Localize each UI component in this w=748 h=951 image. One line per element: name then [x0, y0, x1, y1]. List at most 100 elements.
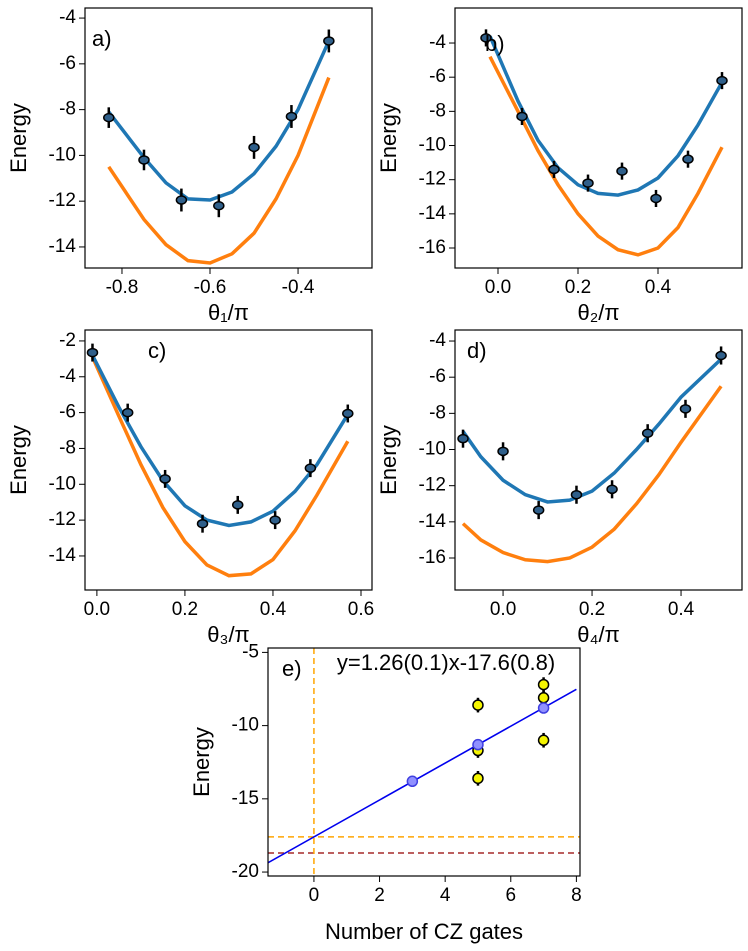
data-point [532, 505, 545, 515]
x-axis-label: θ₃/π [207, 622, 250, 647]
y-tick-label: -8 [59, 99, 76, 120]
y-tick-label: -12 [49, 509, 76, 530]
data-point [323, 36, 335, 46]
y-tick-label: -8 [59, 437, 76, 458]
data-point [537, 678, 550, 691]
y-tick-label: -6 [59, 402, 76, 423]
y-tick-label: -5 [242, 641, 259, 662]
y-tick-label: -4 [429, 330, 446, 351]
data-point [86, 347, 99, 358]
plot-frame [84, 329, 373, 591]
data-point [269, 515, 281, 525]
curve [107, 76, 331, 265]
x-tick-label: 0.0 [485, 277, 511, 298]
y-tick-label: -4 [59, 366, 76, 387]
data-point [342, 408, 354, 419]
data-point [497, 446, 509, 457]
y-tick-label: -20 [232, 861, 259, 882]
x-tick-label: 0.2 [172, 599, 198, 620]
y-tick-label: -14 [419, 511, 447, 532]
panel-label: a) [92, 26, 112, 51]
data-point [285, 111, 298, 122]
data-point [304, 463, 317, 473]
x-tick-label: 0.2 [565, 277, 591, 298]
data-point [472, 699, 484, 711]
data-point [537, 692, 550, 704]
x-tick-label: 0.6 [348, 599, 374, 620]
x-axis-label: θ₂/π [577, 300, 619, 325]
data-point [480, 33, 492, 43]
y-tick-label: -12 [419, 169, 446, 190]
y-tick-label: -12 [419, 475, 446, 496]
data-point [679, 404, 692, 414]
curve [488, 55, 724, 257]
data-point [570, 489, 583, 500]
panel-label: e) [282, 656, 302, 681]
y-tick-label: -6 [59, 53, 76, 74]
y-tick-label: -10 [419, 439, 446, 460]
x-tick-label: 0.0 [490, 599, 516, 620]
x-tick-label: -0.6 [194, 277, 227, 298]
y-tick-label: -6 [429, 366, 446, 387]
y-axis-label: Energy [6, 425, 31, 495]
data-point [213, 200, 225, 211]
x-tick-label: -0.4 [282, 277, 315, 298]
data-point [231, 500, 244, 510]
data-point [159, 474, 171, 484]
panel-label: b) [485, 31, 505, 56]
plot-frame [454, 329, 743, 591]
y-tick-label: -6 [429, 66, 446, 87]
y-tick-label: -2 [59, 330, 76, 351]
x-tick-label: 0.0 [84, 599, 110, 620]
curve [488, 35, 724, 197]
y-tick-label: -10 [232, 715, 259, 736]
data-point [138, 155, 150, 165]
y-tick-label: -8 [429, 402, 446, 423]
data-point [248, 142, 260, 153]
data-point [682, 154, 694, 164]
curve [461, 385, 723, 564]
annotation: y=1.26(0.1)x-17.6(0.8) [337, 650, 555, 675]
x-tick-label: 0.4 [668, 599, 695, 620]
x-tick-label: -0.8 [106, 277, 139, 298]
data-point [582, 178, 594, 188]
data-point [457, 433, 469, 444]
curve [107, 40, 331, 202]
y-tick-label: -8 [429, 100, 446, 121]
data-point [472, 772, 484, 785]
y-tick-label: -16 [419, 237, 446, 258]
y-tick-label: -14 [419, 203, 447, 224]
y-tick-label: -12 [49, 190, 76, 211]
x-axis-label: Number of CZ gates [325, 919, 523, 944]
x-tick-label: 8 [571, 885, 582, 906]
data-point [516, 111, 528, 122]
x-tick-label: 0.2 [579, 599, 605, 620]
data-point [606, 484, 618, 495]
x-tick-label: 0.4 [260, 599, 287, 620]
plot-frame [84, 7, 373, 269]
y-axis-label: Energy [6, 103, 31, 173]
panel-label: d) [467, 338, 487, 363]
plot-frame [267, 647, 581, 877]
data-point [406, 775, 419, 788]
y-tick-label: -10 [49, 144, 76, 165]
data-point [715, 350, 727, 361]
y-tick-label: -10 [419, 135, 446, 156]
x-axis-label: θ₁/π [208, 300, 249, 325]
data-point [716, 75, 728, 86]
y-tick-label: -4 [59, 7, 76, 28]
curve [268, 688, 577, 864]
data-point [650, 193, 662, 204]
plot-frame [454, 7, 743, 269]
data-point [616, 166, 628, 176]
curve [90, 354, 350, 528]
data-point [103, 112, 115, 123]
curve [461, 357, 723, 504]
x-tick-label: 4 [440, 885, 451, 906]
y-axis-label: Energy [376, 103, 401, 173]
data-point [472, 738, 484, 751]
y-tick-label: -15 [232, 788, 259, 809]
data-point [196, 518, 209, 529]
y-tick-label: -14 [49, 236, 77, 257]
